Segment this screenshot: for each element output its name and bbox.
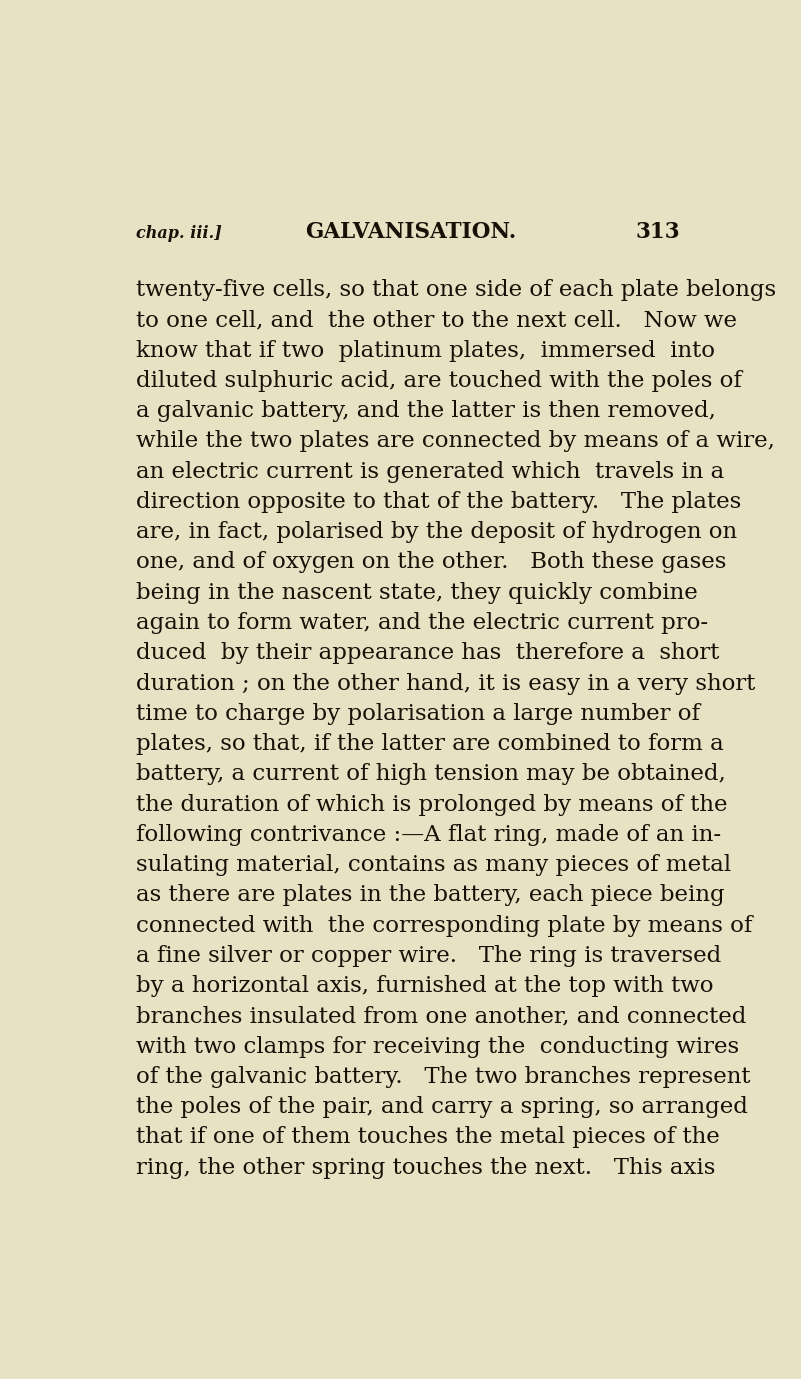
Text: chap. iii.]: chap. iii.] bbox=[136, 225, 222, 241]
Text: time to charge by polarisation a large number of: time to charge by polarisation a large n… bbox=[136, 703, 700, 725]
Text: ring, the other spring touches the next.   This axis: ring, the other spring touches the next.… bbox=[136, 1157, 715, 1179]
Text: twenty-five cells, so that one side of each plate belongs: twenty-five cells, so that one side of e… bbox=[136, 279, 776, 301]
Text: GALVANISATION.: GALVANISATION. bbox=[305, 221, 516, 243]
Text: direction opposite to that of the battery.   The plates: direction opposite to that of the batter… bbox=[136, 491, 742, 513]
Text: a galvanic battery, and the latter is then removed,: a galvanic battery, and the latter is th… bbox=[136, 400, 716, 422]
Text: branches insulated from one another, and connected: branches insulated from one another, and… bbox=[136, 1005, 747, 1027]
Text: know that if two  platinum plates,  immersed  into: know that if two platinum plates, immers… bbox=[136, 339, 715, 361]
Text: with two clamps for receiving the  conducting wires: with two clamps for receiving the conduc… bbox=[136, 1036, 739, 1058]
Text: while the two plates are connected by means of a wire,: while the two plates are connected by me… bbox=[136, 430, 775, 452]
Text: being in the nascent state, they quickly combine: being in the nascent state, they quickly… bbox=[136, 582, 698, 604]
Text: by a horizontal axis, furnished at the top with two: by a horizontal axis, furnished at the t… bbox=[136, 975, 714, 997]
Text: as there are plates in the battery, each piece being: as there are plates in the battery, each… bbox=[136, 884, 725, 906]
Text: the duration of which is prolonged by means of the: the duration of which is prolonged by me… bbox=[136, 793, 727, 815]
Text: again to form water, and the electric current pro-: again to form water, and the electric cu… bbox=[136, 612, 708, 634]
Text: battery, a current of high tension may be obtained,: battery, a current of high tension may b… bbox=[136, 764, 726, 785]
Text: that if one of them touches the metal pieces of the: that if one of them touches the metal pi… bbox=[136, 1127, 720, 1149]
Text: an electric current is generated which  travels in a: an electric current is generated which t… bbox=[136, 461, 724, 483]
Text: connected with  the corresponding plate by means of: connected with the corresponding plate b… bbox=[136, 914, 752, 936]
Text: of the galvanic battery.   The two branches represent: of the galvanic battery. The two branche… bbox=[136, 1066, 751, 1088]
Text: to one cell, and  the other to the next cell.   Now we: to one cell, and the other to the next c… bbox=[136, 309, 737, 331]
Text: duration ; on the other hand, it is easy in a very short: duration ; on the other hand, it is easy… bbox=[136, 673, 755, 695]
Text: are, in fact, polarised by the deposit of hydrogen on: are, in fact, polarised by the deposit o… bbox=[136, 521, 737, 543]
Text: one, and of oxygen on the other.   Both these gases: one, and of oxygen on the other. Both th… bbox=[136, 552, 727, 574]
Text: following contrivance :—A flat ring, made of an in-: following contrivance :—A flat ring, mad… bbox=[136, 823, 721, 845]
Text: 313: 313 bbox=[636, 221, 681, 243]
Text: a fine silver or copper wire.   The ring is traversed: a fine silver or copper wire. The ring i… bbox=[136, 945, 722, 967]
Text: sulating material, contains as many pieces of metal: sulating material, contains as many piec… bbox=[136, 854, 731, 876]
Text: the poles of the pair, and carry a spring, so arranged: the poles of the pair, and carry a sprin… bbox=[136, 1096, 748, 1118]
Text: plates, so that, if the latter are combined to form a: plates, so that, if the latter are combi… bbox=[136, 734, 724, 756]
Text: diluted sulphuric acid, are touched with the poles of: diluted sulphuric acid, are touched with… bbox=[136, 370, 742, 392]
Text: duced  by their appearance has  therefore a  short: duced by their appearance has therefore … bbox=[136, 643, 719, 665]
